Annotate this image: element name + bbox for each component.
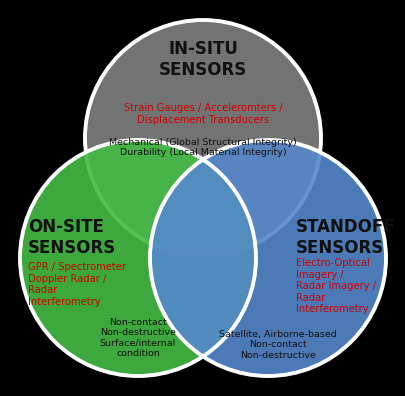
Circle shape [20,140,256,376]
Text: Non-contact
Non-destructive
Surface/internal
condition: Non-contact Non-destructive Surface/inte… [100,318,176,358]
Text: Mechanical (Global Structural Integrity)
Durability (Local Material Integrity): Mechanical (Global Structural Integrity)… [109,138,296,157]
Text: IN-SITU
SENSORS: IN-SITU SENSORS [158,40,247,79]
Text: GPR / Spectrometer
Doppler Radar /
Radar
Interferometry: GPR / Spectrometer Doppler Radar / Radar… [28,262,126,307]
Text: Strain Gauges / Acceleromters /
Displacement Transducers: Strain Gauges / Acceleromters / Displace… [124,103,281,125]
Text: Satellite, Airborne-based
Non-contact
Non-destructive: Satellite, Airborne-based Non-contact No… [219,330,336,360]
Text: Electro-Optical
Imagery /
Radar Imagery /
Radar
Interferometry: Electro-Optical Imagery / Radar Imagery … [295,258,375,314]
Text: STANDOFF
SENSORS: STANDOFF SENSORS [295,218,394,257]
Circle shape [149,140,385,376]
Circle shape [85,20,320,256]
Text: ON-SITE
SENSORS: ON-SITE SENSORS [28,218,116,257]
